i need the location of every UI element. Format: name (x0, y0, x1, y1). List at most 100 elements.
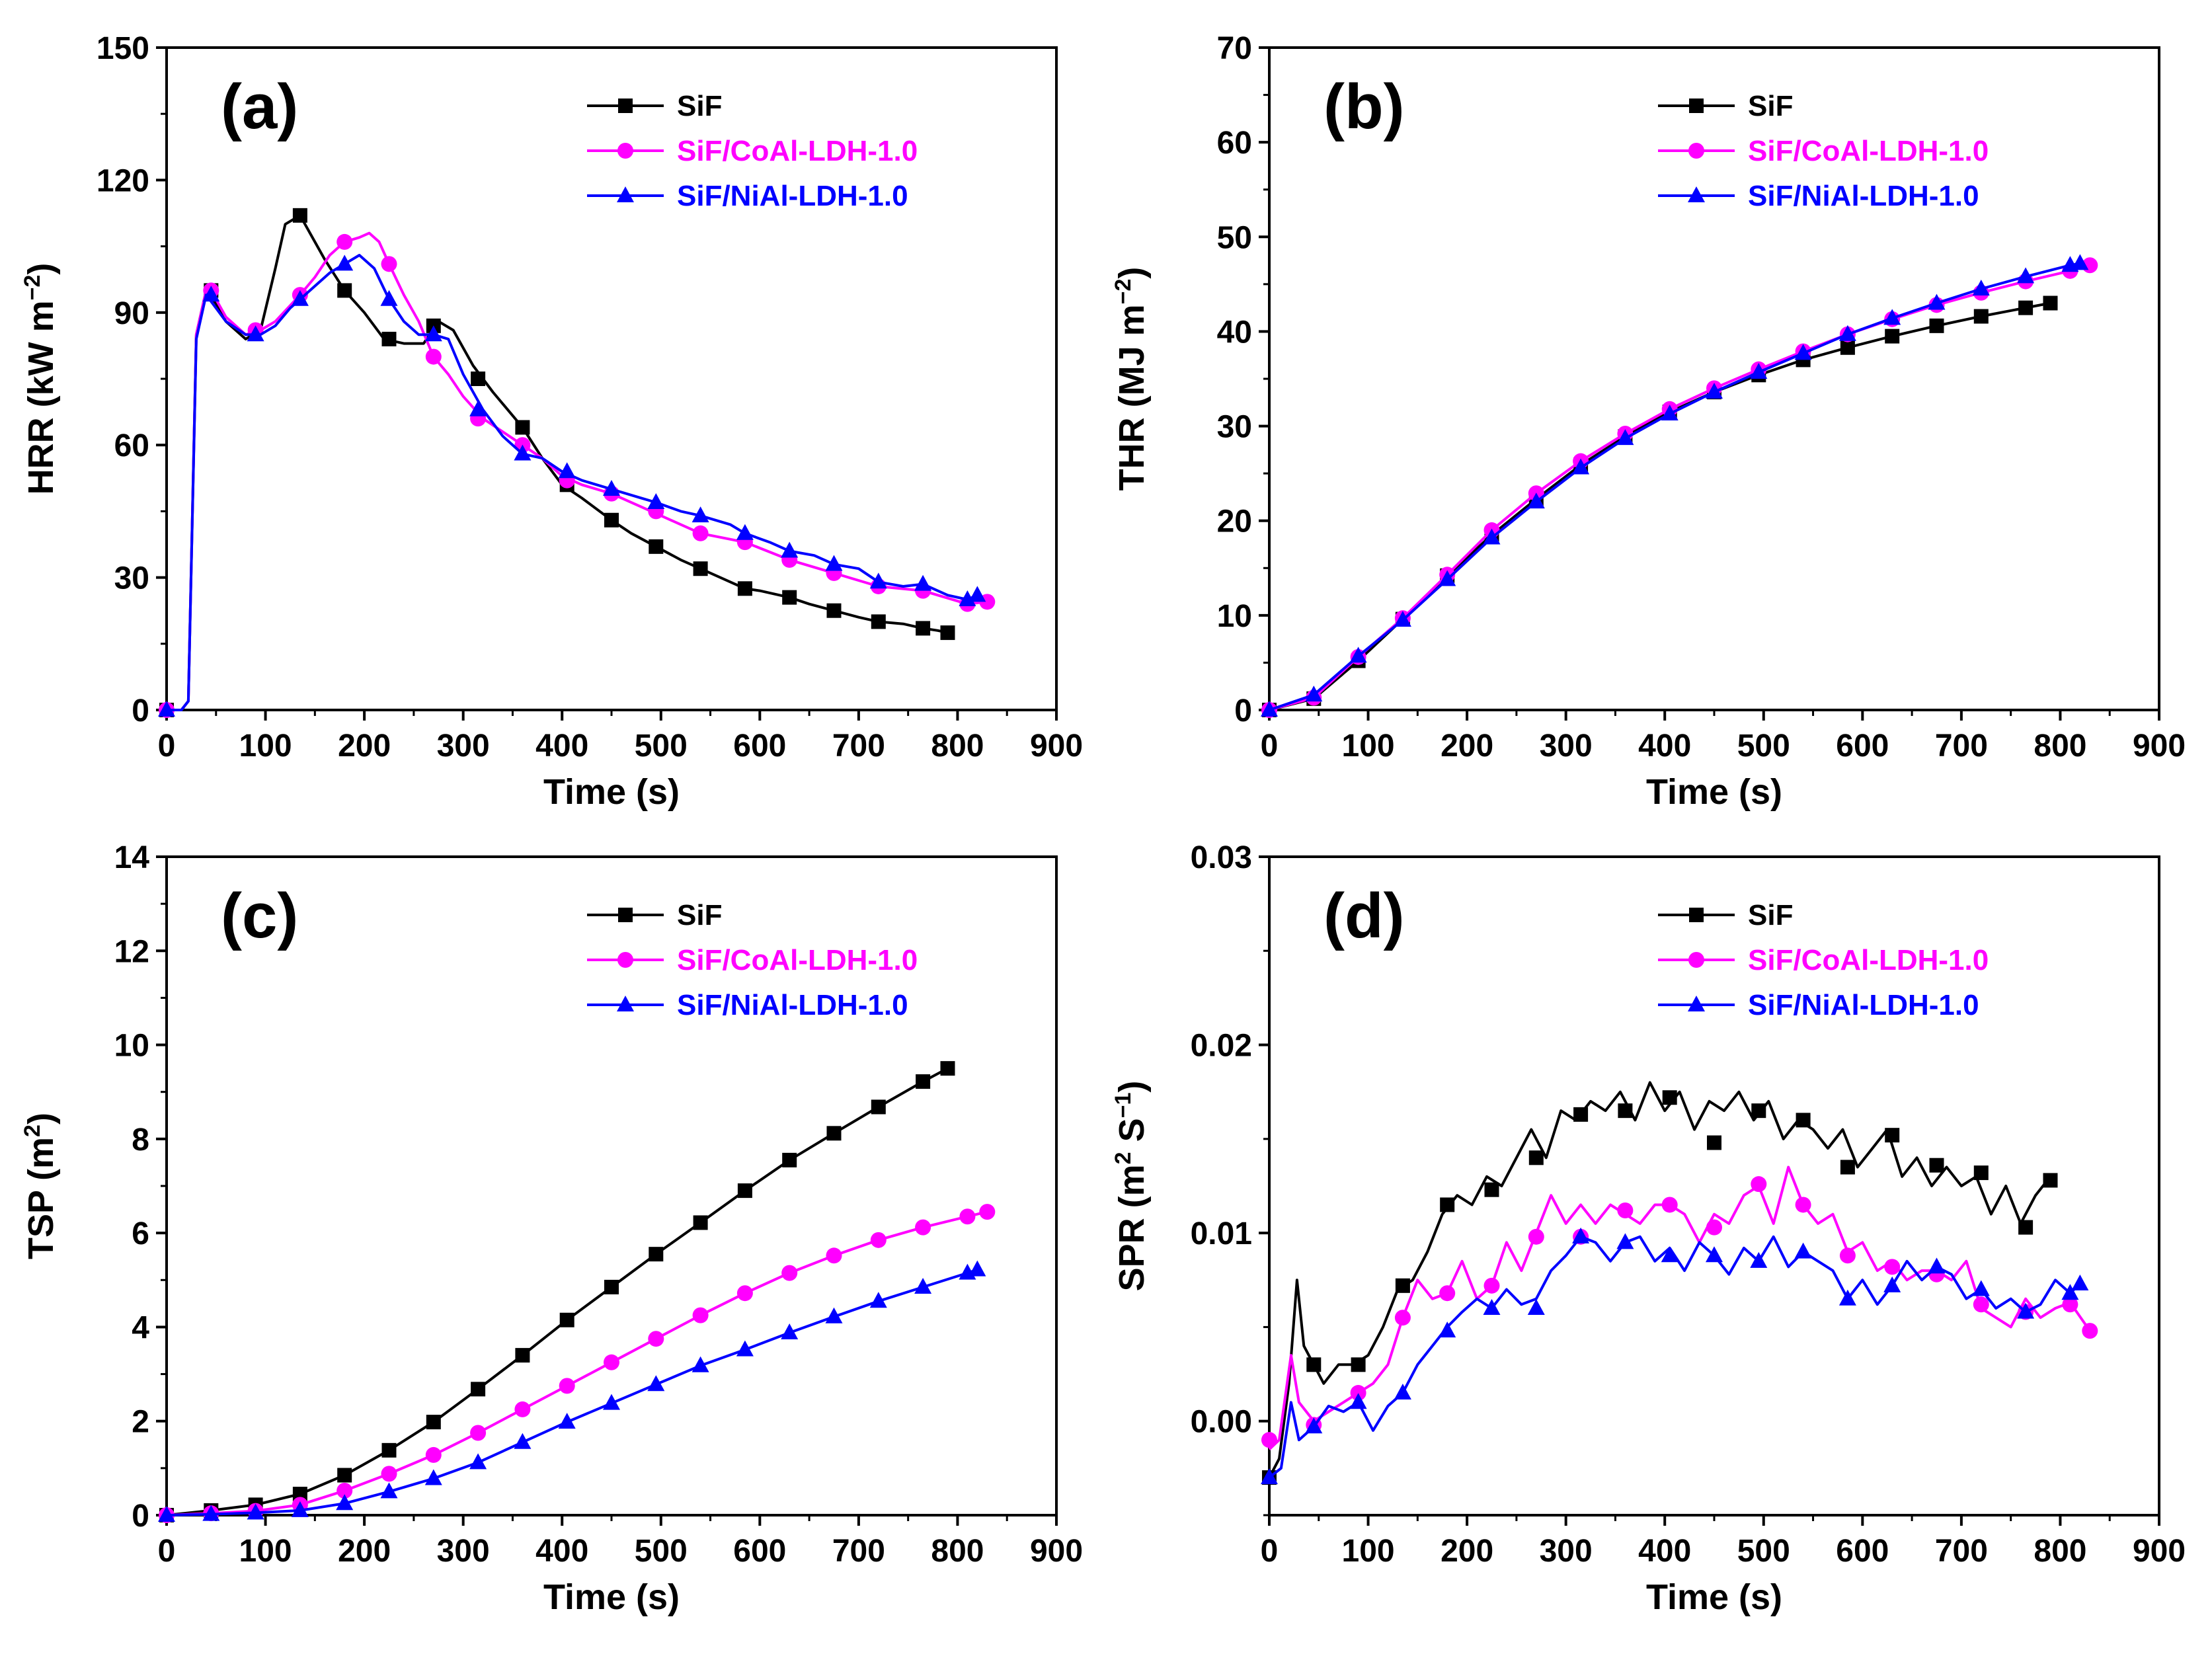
series-marker-2 (158, 1506, 175, 1522)
series-marker-2 (781, 541, 799, 558)
panels-group: 0 100 200 300 400 500 600 700 800 900030609012015… (20, 31, 2186, 1617)
series-marker-2 (1794, 344, 1812, 360)
panel-label: (d) (1323, 881, 1405, 951)
series-marker-1 (1261, 1432, 1277, 1448)
series-marker-0 (292, 1486, 307, 1501)
y-axis-title: THR (MJ m−2) (1111, 267, 1152, 491)
y-tick-label: 90 (114, 296, 149, 331)
series-marker-1 (781, 1265, 798, 1281)
y-tick-label: 4 (132, 1310, 149, 1345)
series-marker-2 (1928, 1257, 1946, 1274)
series-marker-0 (292, 208, 307, 223)
series-marker-2 (1261, 1468, 1278, 1485)
series-marker-0 (1929, 318, 1944, 333)
series-marker-2 (1972, 280, 1990, 296)
series-marker-2 (247, 1503, 264, 1520)
series-marker-0 (1885, 1128, 1900, 1143)
series-marker-0 (826, 1126, 842, 1141)
y-axis-title-part: S (1112, 1118, 1152, 1152)
series-marker-0 (515, 420, 530, 435)
series-marker-1 (692, 1307, 709, 1323)
x-tick-label: 0 (158, 729, 176, 764)
panel-label: (c) (221, 881, 298, 951)
series-marker-2 (647, 493, 665, 510)
legend-marker (1689, 98, 1704, 113)
series-marker-2 (959, 590, 976, 606)
legend-label: SiF/CoAl-LDH-1.0 (1748, 135, 1989, 167)
series-marker-2 (1394, 611, 1411, 627)
y-tick-label: 2 (132, 1405, 149, 1440)
series-marker-0 (737, 581, 752, 596)
series-marker-1 (1706, 1219, 1722, 1236)
x-tick-label: 500 (1737, 1534, 1790, 1569)
series-marker-1 (604, 1354, 619, 1370)
x-tick-label: 200 (338, 729, 391, 764)
series-marker-0 (426, 1415, 441, 1430)
x-tick-label: 300 (437, 1534, 490, 1569)
series-marker-2 (1439, 1321, 1456, 1338)
x-tick-label: 500 (1737, 729, 1790, 764)
series-marker-2 (968, 586, 986, 602)
y-axis-title: SPR (m2 S−1) (1111, 1081, 1152, 1292)
series-marker-1 (1839, 1247, 1856, 1264)
series-marker-2 (291, 290, 309, 306)
panel-label: (b) (1323, 71, 1405, 142)
series-marker-2 (736, 524, 754, 540)
legend-marker (617, 996, 634, 1011)
series-marker-0 (649, 1247, 664, 1262)
x-tick-label: 600 (733, 729, 786, 764)
series-marker-2 (202, 286, 220, 302)
series-marker-0 (826, 603, 842, 618)
series-marker-2 (1394, 1384, 1411, 1400)
x-tick-label: 900 (2133, 729, 2186, 764)
x-tick-label: 0 (158, 1534, 176, 1569)
series-marker-1 (1661, 1197, 1678, 1213)
series-marker-0 (604, 1279, 619, 1294)
legend-label: SiF (677, 899, 722, 931)
series-line-2 (166, 1268, 978, 1516)
series-marker-2 (914, 1277, 932, 1294)
x-tick-label: 700 (832, 1534, 885, 1569)
x-tick-label: 400 (1638, 1534, 1691, 1569)
series-marker-1 (1483, 1277, 1500, 1294)
chart-panel-c: 0 100 200 300 400 500 600 700 800 900 0 2 4 6 8 10 12 14 T… (20, 840, 1083, 1617)
series-marker-2 (1572, 1227, 1590, 1243)
x-tick-label: 600 (1836, 1534, 1889, 1569)
y-axis-title-part: THR (MJ m (1112, 304, 1152, 491)
series-marker-2 (1972, 1280, 1990, 1296)
x-tick-label: 800 (2034, 729, 2086, 764)
series-marker-2 (1661, 404, 1679, 420)
series-marker-2 (1305, 1417, 1323, 1434)
series-marker-2 (514, 444, 532, 461)
legend-label: SiF (1748, 899, 1793, 931)
series-marker-2 (647, 1375, 665, 1392)
y-tick-label: 0.00 (1191, 1405, 1252, 1440)
x-tick-label: 100 (239, 729, 292, 764)
series-marker-0 (2018, 1220, 2034, 1235)
series-marker-2 (336, 255, 354, 271)
y-axis-title-part: TSP (m (21, 1137, 61, 1259)
series-marker-2 (914, 574, 932, 591)
x-axis-title: Time (s) (1646, 772, 1782, 812)
x-tick-label: 200 (1441, 1534, 1493, 1569)
y-axis-title-superscript: −2 (20, 275, 45, 301)
series-marker-1 (1394, 1310, 1411, 1326)
legend-label: SiF/CoAl-LDH-1.0 (677, 135, 918, 167)
series-marker-0 (1840, 1160, 1855, 1175)
chart-panel-b: 0 100 200 300 400 500 600 700 800 900 0 10 20 30 40 50 6… (1111, 31, 2186, 812)
series-marker-2 (469, 400, 487, 416)
series-marker-1 (2082, 1323, 2098, 1339)
x-tick-label: 700 (1935, 729, 1988, 764)
series-marker-2 (1483, 528, 1501, 545)
series-marker-0 (381, 331, 397, 346)
x-tick-label: 0 (1261, 1534, 1279, 1569)
series-marker-1 (381, 256, 397, 272)
series-marker-2 (424, 325, 442, 342)
series-marker-2 (291, 1501, 309, 1517)
series-marker-1 (470, 1425, 487, 1441)
legend-marker (1688, 952, 1704, 968)
legend-marker (1688, 143, 1704, 159)
legend-marker (617, 952, 633, 968)
series-marker-2 (1483, 1298, 1501, 1315)
